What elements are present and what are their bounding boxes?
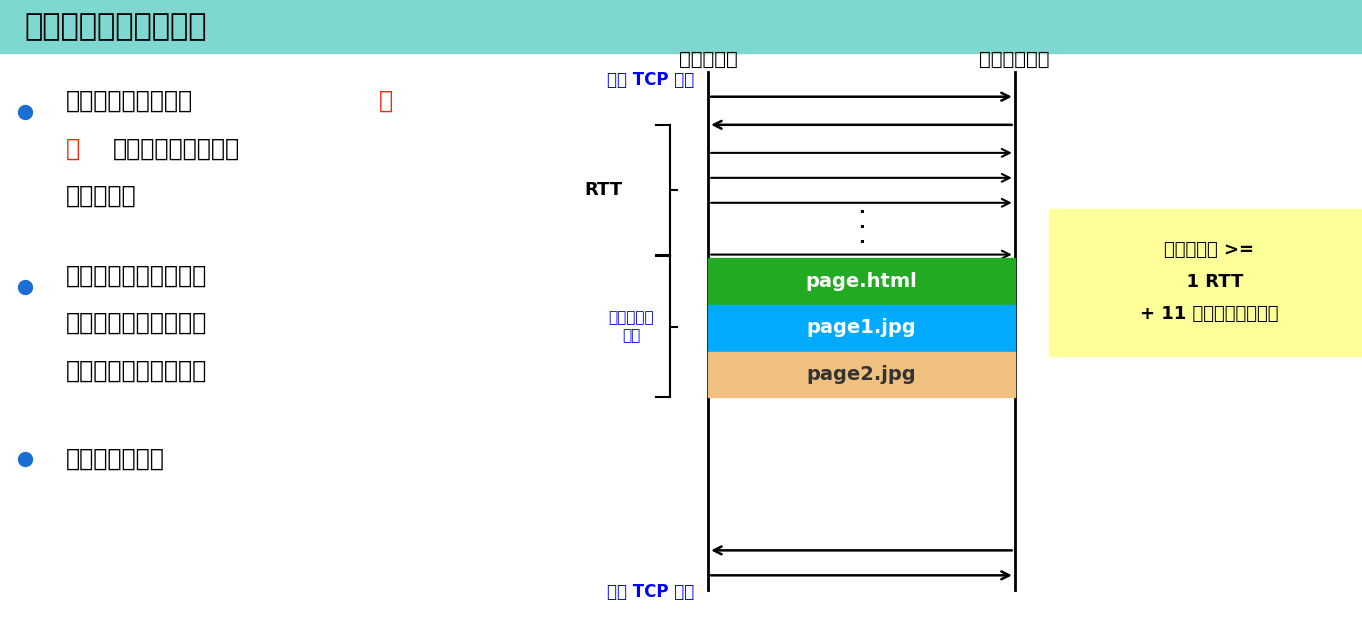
Text: page.html: page.html [805,271,918,291]
Text: 万维网客户: 万维网客户 [678,50,738,69]
Text: 下载效率提高。: 下载效率提高。 [65,447,165,470]
Text: 发起 TCP 连接: 发起 TCP 连接 [607,71,695,89]
Text: ·
·
·: · · · [858,203,865,252]
Text: 所需的时间 >=
  1 RTT
+ 11 个文档的传输时间: 所需的时间 >= 1 RTT + 11 个文档的传输时间 [1140,241,1278,323]
Text: 请求报文。: 请求报文。 [65,184,136,208]
Bar [708,258,1015,304]
Text: 万维网服务器: 万维网服务器 [979,50,1050,69]
Text: 客户在收到响应报文: 客户在收到响应报文 [65,89,192,113]
Text: 持续连接：流水线方式: 持续连接：流水线方式 [25,12,207,41]
Bar [1049,209,1362,356]
Text: 之: 之 [379,89,392,113]
Text: 就能够接着发送新的: 就能够接着发送新的 [113,137,240,160]
Text: RTT: RTT [584,181,622,198]
Text: 达服务器后，服务器就: 达服务器后，服务器就 [65,311,207,335]
Bar [708,352,1015,397]
Text: 前: 前 [65,137,79,160]
Text: 传输文档的
时间: 传输文档的 时间 [609,311,654,343]
Bar [0,0,1362,53]
Text: page2.jpg: page2.jpg [806,365,917,384]
Text: page1.jpg: page1.jpg [806,318,917,338]
Text: 释放 TCP 连接: 释放 TCP 连接 [607,583,695,602]
Text: 连续的多个请求报文到: 连续的多个请求报文到 [65,264,207,288]
Bar [708,305,1015,351]
Text: 可连续发回响应报文。: 可连续发回响应报文。 [65,359,207,383]
